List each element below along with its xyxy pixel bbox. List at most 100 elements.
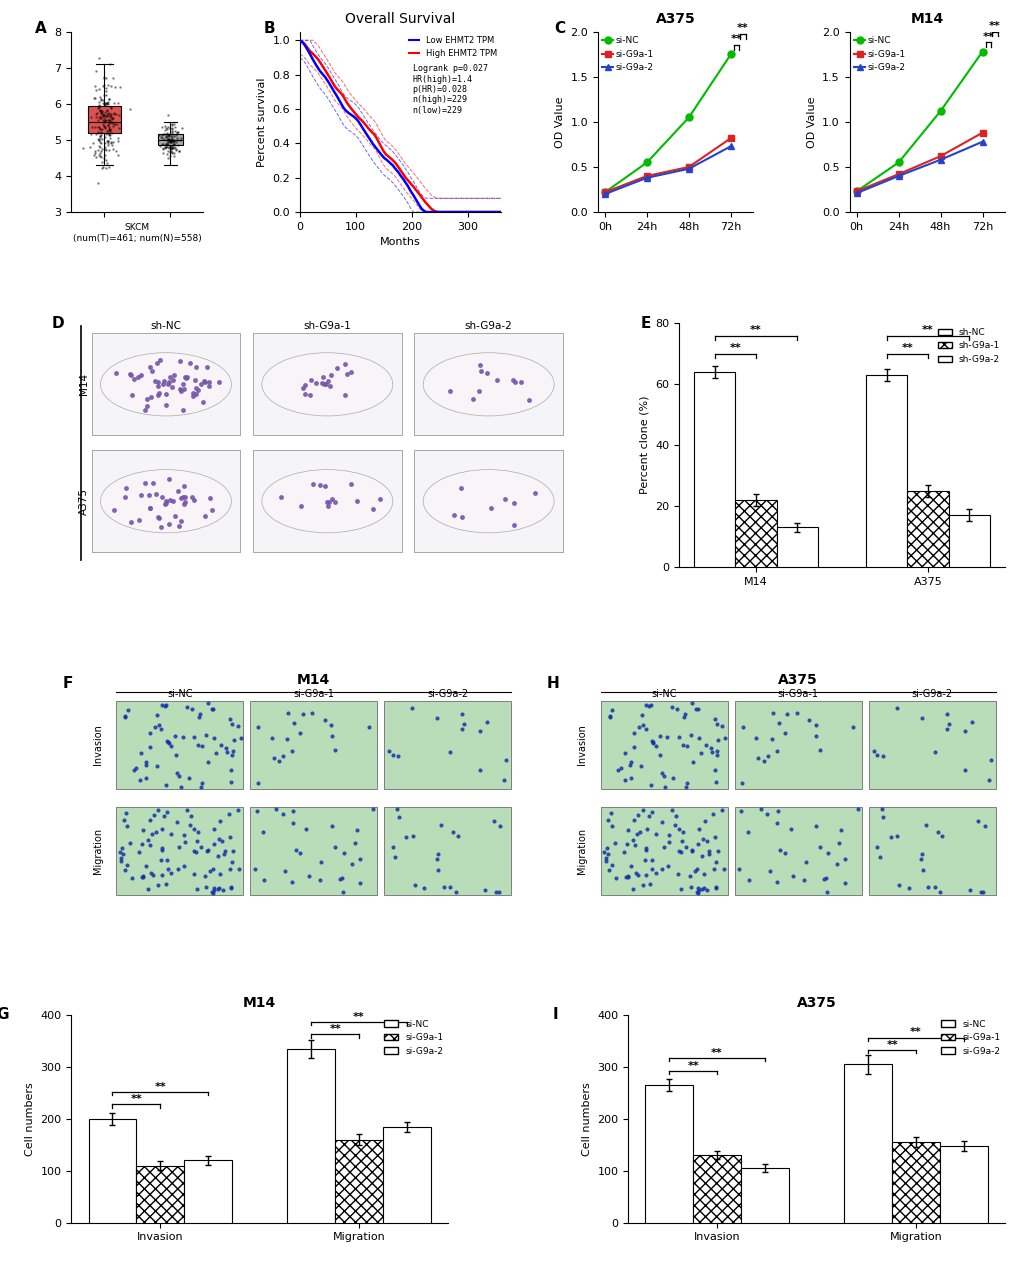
Point bbox=[97, 111, 113, 132]
Point bbox=[683, 841, 699, 862]
Point bbox=[166, 134, 182, 155]
Point bbox=[346, 834, 363, 854]
Point bbox=[157, 696, 173, 716]
Point bbox=[205, 698, 221, 718]
Point bbox=[89, 103, 105, 123]
Point bbox=[106, 104, 122, 124]
Point bbox=[101, 125, 117, 146]
Point bbox=[98, 150, 114, 170]
Point bbox=[775, 722, 792, 742]
Bar bbox=[868, 807, 995, 895]
Point bbox=[490, 882, 506, 902]
Point bbox=[167, 745, 183, 765]
Text: H: H bbox=[546, 677, 559, 691]
Point bbox=[166, 134, 182, 155]
Point bbox=[123, 868, 140, 888]
Point bbox=[107, 77, 123, 98]
Point bbox=[98, 124, 114, 144]
Point bbox=[632, 822, 648, 843]
Point bbox=[158, 124, 174, 144]
Point bbox=[435, 877, 451, 897]
Point bbox=[811, 836, 827, 856]
Point bbox=[180, 768, 197, 788]
Point bbox=[101, 89, 117, 109]
Point bbox=[96, 117, 112, 137]
Point bbox=[222, 827, 238, 848]
Text: **: ** bbox=[329, 1024, 340, 1034]
Point bbox=[157, 115, 173, 136]
Point bbox=[87, 141, 103, 161]
Point bbox=[274, 803, 290, 824]
Point bbox=[163, 736, 179, 756]
Point bbox=[881, 826, 898, 846]
Point bbox=[498, 750, 515, 770]
Point bbox=[160, 732, 176, 753]
Point bbox=[713, 716, 730, 736]
Point bbox=[185, 840, 202, 860]
Point bbox=[919, 877, 935, 897]
Point bbox=[222, 759, 238, 779]
Point bbox=[90, 123, 106, 143]
Point bbox=[125, 760, 142, 780]
Point bbox=[160, 131, 176, 151]
Point bbox=[90, 174, 106, 194]
Point bbox=[100, 118, 116, 138]
Point bbox=[99, 131, 115, 151]
Point bbox=[92, 119, 108, 139]
Point bbox=[833, 820, 849, 840]
Point bbox=[179, 697, 196, 717]
Point bbox=[698, 831, 714, 851]
Point bbox=[707, 851, 723, 872]
Point bbox=[705, 859, 721, 879]
Point bbox=[160, 859, 176, 879]
Point bbox=[100, 131, 116, 151]
Point bbox=[99, 153, 115, 174]
Point bbox=[96, 75, 112, 95]
Point bbox=[159, 731, 175, 751]
Point bbox=[169, 859, 185, 879]
Point bbox=[88, 80, 104, 100]
Legend: si-NC, si-G9a-1, si-G9a-2: si-NC, si-G9a-1, si-G9a-2 bbox=[384, 1020, 443, 1055]
Point bbox=[333, 868, 350, 888]
Point bbox=[221, 859, 237, 879]
Point bbox=[633, 704, 649, 725]
Point bbox=[93, 141, 109, 161]
Point bbox=[97, 77, 113, 98]
Point bbox=[199, 841, 215, 862]
Point bbox=[90, 98, 106, 118]
Point bbox=[104, 138, 120, 158]
Point bbox=[110, 92, 126, 113]
Point bbox=[100, 123, 116, 143]
Point bbox=[97, 144, 113, 165]
Point bbox=[162, 132, 178, 152]
Point bbox=[214, 879, 230, 900]
Point bbox=[171, 131, 187, 151]
Point bbox=[100, 131, 116, 151]
Point bbox=[102, 54, 118, 75]
Text: si-NC: si-NC bbox=[167, 689, 193, 698]
Point bbox=[222, 710, 238, 730]
Point bbox=[874, 746, 891, 767]
Point bbox=[889, 826, 905, 846]
Text: sh-G9a-1: sh-G9a-1 bbox=[303, 321, 351, 331]
Point bbox=[304, 703, 320, 723]
Y-axis label: Percent clone (%): Percent clone (%) bbox=[639, 397, 649, 494]
Point bbox=[974, 882, 990, 902]
Point bbox=[673, 879, 689, 900]
Point bbox=[86, 87, 102, 108]
Point bbox=[100, 94, 116, 114]
Point bbox=[166, 125, 182, 146]
Text: D: D bbox=[51, 317, 64, 331]
Point bbox=[170, 141, 186, 161]
Y-axis label: Percent survival: Percent survival bbox=[257, 77, 267, 167]
Circle shape bbox=[262, 352, 392, 416]
Point bbox=[152, 136, 168, 156]
Point bbox=[161, 146, 177, 166]
Point bbox=[689, 883, 705, 903]
Point bbox=[108, 114, 124, 134]
Point bbox=[138, 753, 154, 773]
Point bbox=[161, 132, 177, 152]
Bar bbox=[600, 807, 728, 895]
Point bbox=[796, 869, 812, 889]
Point bbox=[96, 110, 112, 131]
